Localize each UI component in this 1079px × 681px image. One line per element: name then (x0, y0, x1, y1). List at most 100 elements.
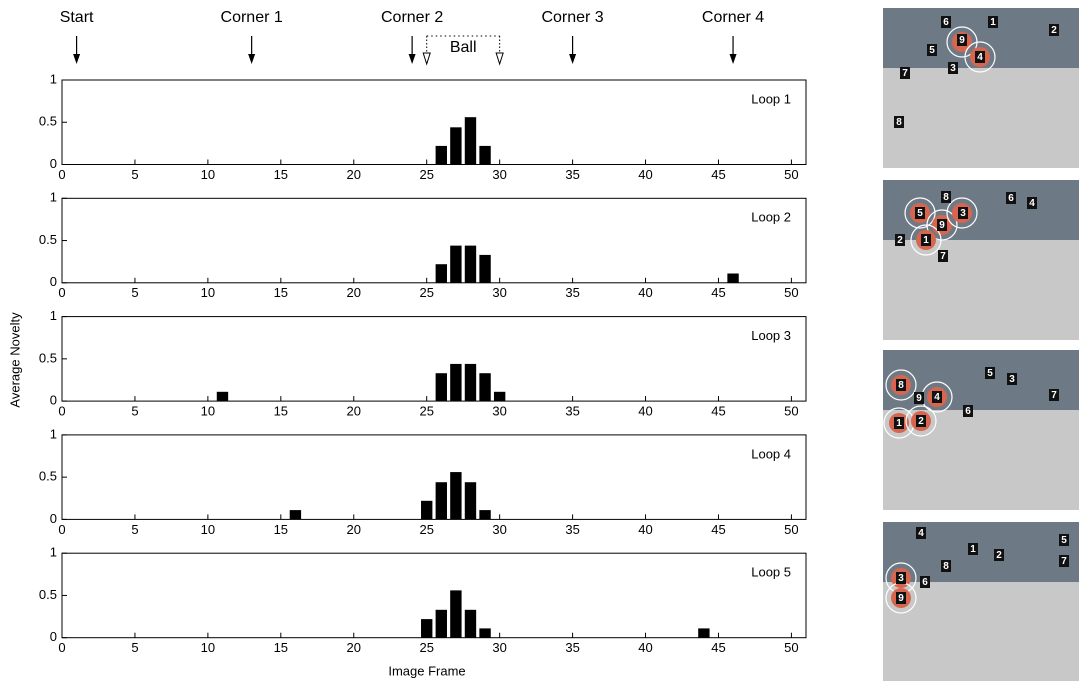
label-box (894, 116, 904, 128)
x-tick-label: 45 (711, 522, 725, 537)
x-tick-label: 15 (274, 404, 288, 419)
x-tick-label: 20 (347, 167, 361, 182)
x-tick-label: 10 (201, 522, 215, 537)
bar (421, 619, 433, 638)
x-tick-label: 40 (638, 285, 652, 300)
y-tick-label: 0.5 (39, 114, 57, 129)
bar (479, 145, 491, 165)
bar (493, 391, 506, 402)
x-tick-label: 15 (274, 285, 288, 300)
plot-frame (61, 552, 807, 639)
bar (479, 254, 491, 283)
bar (464, 245, 477, 283)
y-tick-label: 1 (50, 545, 57, 560)
photo-label: 1 (970, 544, 976, 555)
bar (450, 127, 462, 165)
bar (464, 117, 477, 165)
x-tick-label: 10 (201, 167, 215, 182)
bar (464, 609, 477, 638)
label-box (896, 379, 906, 391)
x-tick-label: 45 (711, 640, 725, 655)
bar (727, 273, 739, 283)
photo-label: 1 (990, 17, 996, 28)
label-box (941, 560, 951, 572)
photo-label: 7 (1061, 556, 1067, 567)
x-tick-label: 0 (58, 640, 65, 655)
ball-arrowhead (422, 52, 431, 66)
x-tick-label: 15 (274, 167, 288, 182)
photo-label: 5 (1061, 535, 1067, 546)
photo-label: 7 (1051, 390, 1057, 401)
x-tick-label: 20 (347, 285, 361, 300)
x-tick-label: 5 (131, 640, 138, 655)
x-tick-label: 15 (274, 522, 288, 537)
photo-label: 2 (1051, 25, 1057, 36)
photo-label: 3 (1009, 374, 1015, 385)
x-tick-label: 30 (492, 640, 506, 655)
bar (435, 145, 447, 165)
photo-label: 6 (965, 406, 971, 417)
x-tick-label: 25 (419, 167, 433, 182)
x-tick-label: 50 (784, 522, 798, 537)
label-box (958, 207, 968, 219)
label-box (900, 67, 910, 79)
x-tick-label: 40 (638, 522, 652, 537)
x-tick-label: 20 (347, 640, 361, 655)
x-tick-label: 30 (492, 522, 506, 537)
bar (450, 363, 462, 402)
event-label: Start (60, 9, 94, 26)
bar (435, 373, 447, 402)
label-box (938, 250, 948, 262)
bar (450, 245, 462, 283)
label-box (914, 392, 924, 404)
x-tick-label: 10 (201, 404, 215, 419)
event-label: Corner 3 (541, 9, 603, 26)
x-tick-label: 0 (58, 167, 65, 182)
y-tick-label: 0 (50, 274, 57, 289)
y-tick-label: 1 (50, 308, 57, 323)
label-box (988, 16, 998, 28)
photo-label: 4 (977, 52, 983, 63)
photo: 8 5 9 3 1 2 7 6 4 (883, 180, 1079, 340)
x-tick-label: 0 (58, 404, 65, 419)
photo-label: 7 (902, 68, 908, 79)
plot-frame (61, 316, 807, 402)
feature-circle (964, 41, 996, 73)
x-tick-label: 30 (492, 404, 506, 419)
label-box (941, 16, 951, 28)
x-tick-label: 25 (419, 285, 433, 300)
photo: 6 1 2 9 5 4 3 7 8 (883, 8, 1079, 168)
bar (479, 628, 491, 638)
photo-label: 4 (934, 392, 940, 403)
x-tick-label: 5 (131, 522, 138, 537)
y-tick-label: 0.5 (39, 469, 57, 484)
label-box (1059, 534, 1069, 546)
photo-label: 3 (960, 208, 966, 219)
x-tick-label: 35 (565, 522, 579, 537)
y-tick-label: 1 (50, 190, 57, 205)
y-tick-label: 0 (50, 156, 57, 171)
label-box (927, 44, 937, 56)
label-box (1049, 389, 1059, 401)
photo-label: 9 (939, 220, 945, 231)
photo-label: 8 (943, 192, 949, 203)
x-tick-label: 45 (711, 167, 725, 182)
photo-label: 6 (943, 17, 949, 28)
photo-label: 8 (898, 380, 904, 391)
bar (216, 391, 229, 402)
x-tick-label: 30 (492, 285, 506, 300)
bar (435, 609, 447, 638)
plot-frame (61, 79, 807, 165)
photo-label: 5 (987, 368, 993, 379)
label-box (1007, 373, 1017, 385)
y-axis-label: Average Novelty (7, 312, 22, 408)
photo-label: 3 (950, 63, 956, 74)
loop-label: Loop 3 (751, 328, 791, 343)
bar (479, 510, 491, 520)
feature-circle (946, 197, 978, 229)
event-arrowhead (248, 54, 256, 64)
loop-label: Loop 5 (751, 565, 791, 580)
event-arrowhead (73, 54, 81, 64)
photo: 5 4 1 2 7 3 6 8 9 (883, 522, 1079, 681)
